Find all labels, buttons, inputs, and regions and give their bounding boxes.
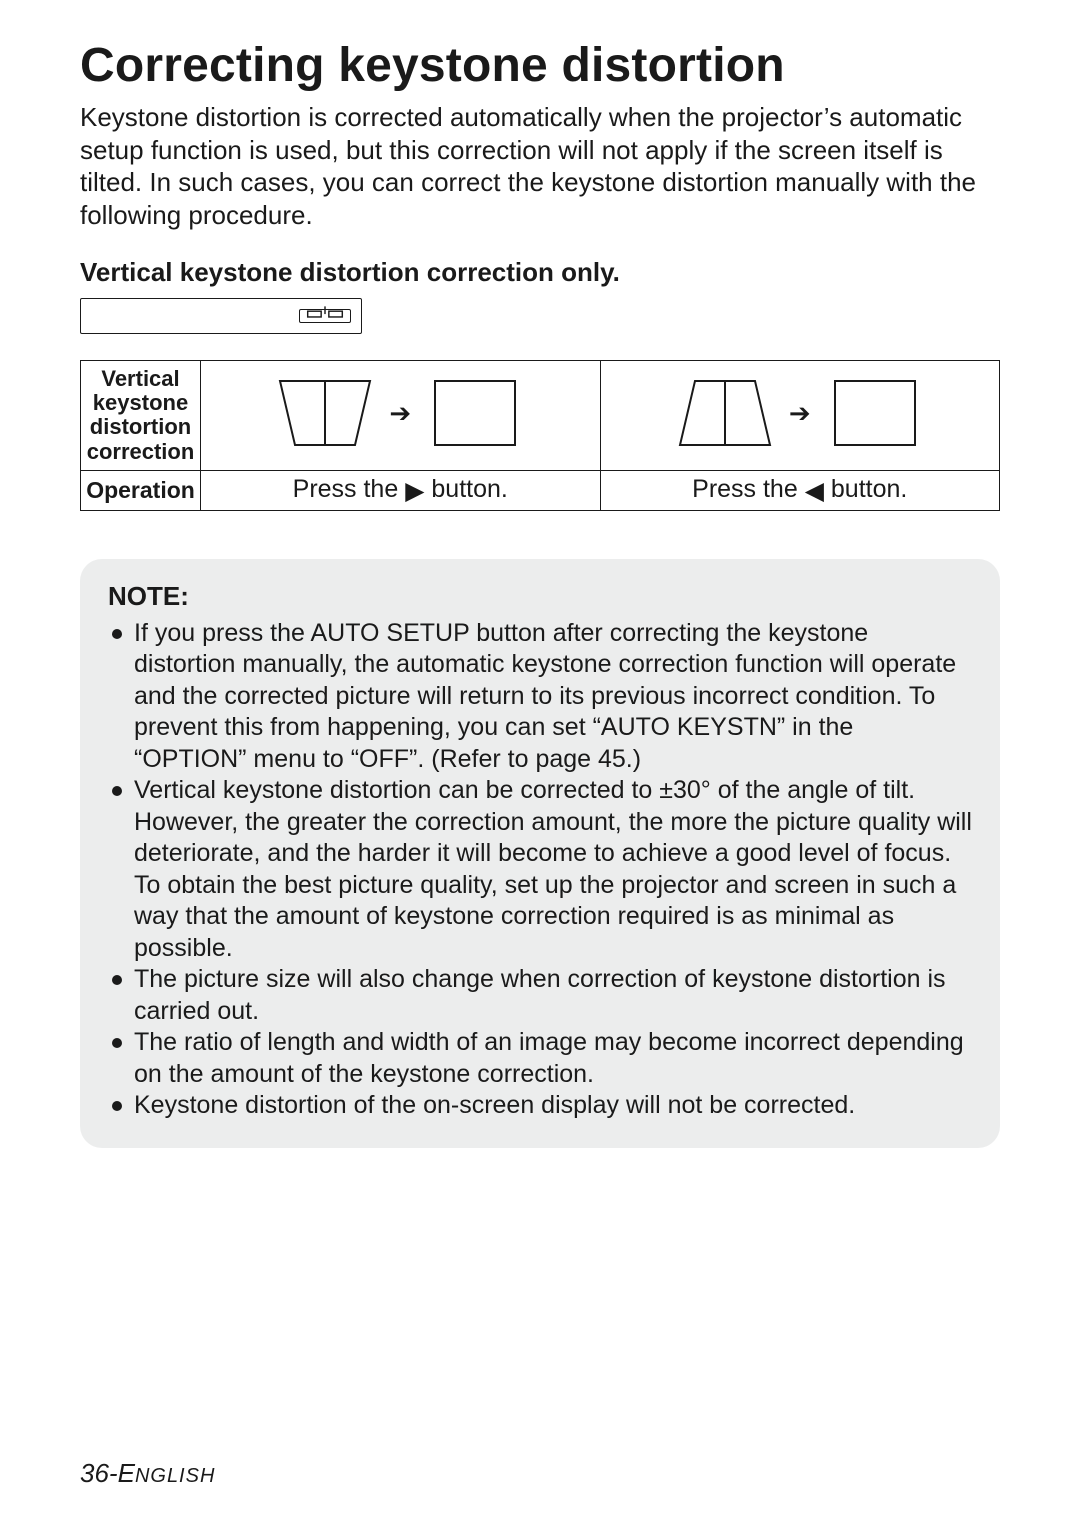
rowhead-operation: Operation bbox=[81, 470, 201, 510]
operation-right-cell: Press the ▶ button. bbox=[201, 470, 601, 510]
triangle-right-icon: ▶ bbox=[405, 476, 424, 506]
operation-left-cell: Press the ◀ button. bbox=[600, 470, 1000, 510]
operation-left-text: Press the ◀ button. bbox=[692, 475, 907, 503]
arrow-right-icon: ➔ bbox=[389, 400, 411, 426]
page-title: Correcting keystone distortion bbox=[80, 38, 1000, 93]
footer-lang-rest: NGLISH bbox=[135, 1465, 215, 1487]
triangle-left-icon: ◀ bbox=[805, 476, 824, 506]
remote-ir-window bbox=[299, 309, 351, 323]
note-box: NOTE: If you press the AUTO SETUP button… bbox=[80, 559, 1000, 1148]
remote-ir-icon bbox=[300, 306, 350, 326]
footer-sep: - bbox=[109, 1458, 118, 1488]
rect-result-icon bbox=[825, 373, 925, 453]
arrow-right-icon: ➔ bbox=[789, 400, 811, 426]
trapezoid-wider-bottom-icon bbox=[675, 373, 775, 453]
footer-lang-initial: E bbox=[118, 1458, 135, 1488]
note-heading: NOTE: bbox=[108, 581, 972, 612]
trapezoid-wider-top-icon bbox=[275, 373, 375, 453]
subheading: Vertical keystone distortion correction … bbox=[80, 257, 1000, 288]
page-footer: 36-ENGLISH bbox=[80, 1458, 215, 1489]
diagram-right-correction: ➔ bbox=[275, 373, 525, 453]
table-row: Vertical keystone distortion correction … bbox=[81, 361, 1000, 471]
list-item: The ratio of length and width of an imag… bbox=[108, 1027, 972, 1090]
list-item: Vertical keystone distortion can be corr… bbox=[108, 775, 972, 964]
list-item: The picture size will also change when c… bbox=[108, 964, 972, 1027]
page-number: 36 bbox=[80, 1458, 109, 1488]
rowhead-operation-label: Operation bbox=[86, 477, 195, 503]
keystone-table: Vertical keystone distortion correction … bbox=[80, 360, 1000, 511]
op-right-before: Press the bbox=[293, 475, 406, 503]
diagram-cell-left: ➔ bbox=[600, 361, 1000, 471]
operation-right-text: Press the ▶ button. bbox=[293, 475, 508, 503]
list-item: If you press the AUTO SETUP button after… bbox=[108, 618, 972, 776]
rowhead-distortion: Vertical keystone distortion correction bbox=[81, 361, 201, 471]
list-item: Keystone distortion of the on-screen dis… bbox=[108, 1090, 972, 1122]
diagram-cell-right: ➔ bbox=[201, 361, 601, 471]
remote-illustration bbox=[80, 298, 362, 334]
intro-paragraph: Keystone distortion is corrected automat… bbox=[80, 101, 1000, 231]
op-left-after: button. bbox=[824, 475, 907, 503]
note-list: If you press the AUTO SETUP button after… bbox=[108, 618, 972, 1122]
op-left-before: Press the bbox=[692, 475, 805, 503]
diagram-left-correction: ➔ bbox=[675, 373, 925, 453]
document-page: Correcting keystone distortion Keystone … bbox=[0, 0, 1080, 1533]
table-row: Operation Press the ▶ button. Press the … bbox=[81, 470, 1000, 510]
rowhead-distortion-label: Vertical keystone distortion correction bbox=[87, 366, 195, 464]
rect-result-icon bbox=[425, 373, 525, 453]
op-right-after: button. bbox=[424, 475, 507, 503]
